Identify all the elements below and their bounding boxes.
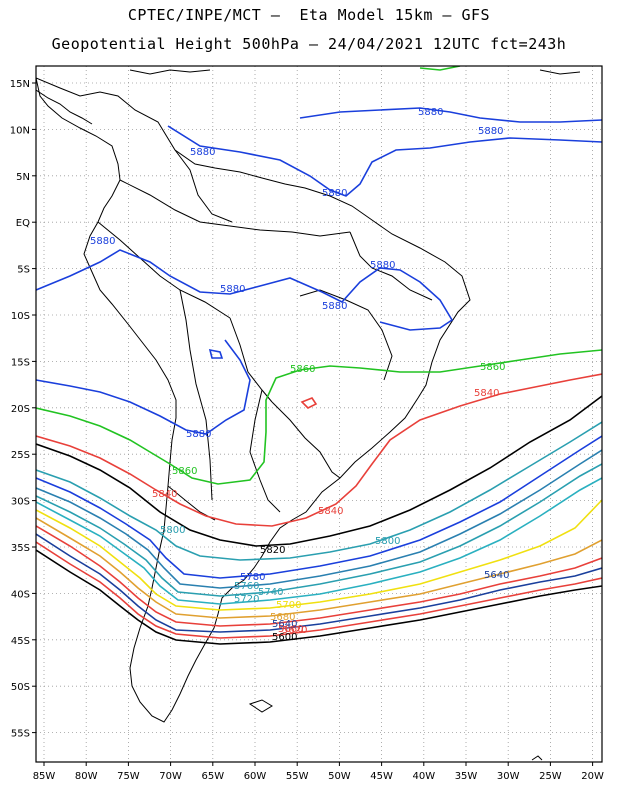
lon-label: 35W xyxy=(455,771,478,782)
lat-label: 55S xyxy=(11,729,30,740)
contour-label: 5880 xyxy=(322,301,347,312)
contour-label: 5880 xyxy=(478,126,503,137)
lon-label: 70W xyxy=(159,771,182,782)
contour-5620 xyxy=(36,541,602,639)
contour-5820 xyxy=(36,395,602,547)
contour-5600 xyxy=(36,549,602,645)
lat-label: 10N xyxy=(10,125,30,136)
contour-label: 5620 xyxy=(282,625,307,636)
contour-5840 xyxy=(36,373,602,527)
latitude-labels: 15N 10N 5N EQ 5S 10S 15S 20S 25S 30S 35S 40S 45S 50S 5… xyxy=(10,79,36,740)
contour-5760 xyxy=(36,449,602,589)
lon-label: 50W xyxy=(328,771,351,782)
lat-label: 20S xyxy=(11,404,30,415)
contour-label: 5860 xyxy=(172,466,197,477)
lat-label: 35S xyxy=(11,543,30,554)
contour-5860 xyxy=(36,349,602,485)
contour-label: 5840 xyxy=(152,489,177,500)
contour-5880-closed xyxy=(208,348,224,359)
contour-label: 5860 xyxy=(290,364,315,375)
contour-label: 5880 xyxy=(220,284,245,295)
contour-label: 5780 xyxy=(240,572,265,583)
lat-label: 25S xyxy=(11,450,30,461)
lat-label: 30S xyxy=(11,497,30,508)
lat-label: 10S xyxy=(11,311,30,322)
contour-label: 5880 xyxy=(370,260,395,271)
lat-label: 5N xyxy=(16,172,30,183)
contour-label: 5880 xyxy=(90,236,115,247)
contour-5640 xyxy=(36,533,602,633)
contour-label: 5820 xyxy=(260,545,285,556)
chart-title-line2: Geopotential Height 500hPa – 24/04/2021 … xyxy=(51,35,567,53)
lat-label: EQ xyxy=(16,218,30,229)
contour-label: 5840 xyxy=(318,506,343,517)
contour-5680 xyxy=(36,517,602,619)
lon-label: 25W xyxy=(539,771,562,782)
contour-label: 5660 xyxy=(278,624,303,635)
lat-label: 50S xyxy=(11,682,30,693)
contour-5740 xyxy=(36,463,602,597)
lat-label: 15S xyxy=(11,357,30,368)
contour-5880-west xyxy=(36,339,251,435)
contour-label: 5640 xyxy=(272,619,297,630)
contour-5860-top xyxy=(419,66,461,71)
lon-label: 30W xyxy=(497,771,520,782)
contour-label: 5880 xyxy=(186,429,211,440)
contour-5660 xyxy=(36,525,602,627)
lat-lon-grid xyxy=(36,66,602,762)
lat-label: 5S xyxy=(17,265,30,276)
contour-label: 5700 xyxy=(276,600,301,611)
lon-label: 55W xyxy=(286,771,309,782)
contour-5880-north xyxy=(299,107,602,123)
coastline-and-borders xyxy=(36,69,581,761)
contour-5800 xyxy=(36,421,602,561)
lon-label: 60W xyxy=(244,771,267,782)
chart-title-line1: CPTEC/INPE/MCT – Eta Model 15km – GFS xyxy=(127,6,491,24)
map-frame xyxy=(35,65,603,763)
lat-label: 40S xyxy=(11,589,30,600)
lon-label: 75W xyxy=(117,771,140,782)
contour-label: 5800 xyxy=(375,536,400,547)
lat-label: 45S xyxy=(11,636,30,647)
contour-label: 5880 xyxy=(322,188,347,199)
contour-label: 5840 xyxy=(474,388,499,399)
lon-label: 65W xyxy=(201,771,224,782)
lat-label: 15N xyxy=(10,79,30,90)
contour-lines xyxy=(36,66,602,645)
contour-5880-north2 xyxy=(167,125,602,197)
contour-label: 5860 xyxy=(480,362,505,373)
contour-5840-small xyxy=(300,397,318,409)
lon-label: 85W xyxy=(33,771,56,782)
longitude-labels: 85W 80W 75W 70W 65W 60W 55W 50W 45W 40W 35W 30W 25W 2… xyxy=(33,762,604,782)
lon-label: 20W xyxy=(581,771,604,782)
lon-label: 45W xyxy=(370,771,393,782)
contour-label: 5740 xyxy=(258,587,283,598)
contour-labels: 5880 5880 5880 5880 5880 5880 5880 5880 … xyxy=(90,107,509,643)
contour-5700 xyxy=(36,499,602,611)
contour-label: 5640 xyxy=(484,570,509,581)
lon-label: 80W xyxy=(75,771,98,782)
contour-5880-amazon xyxy=(36,249,454,331)
lon-label: 40W xyxy=(412,771,435,782)
contour-label: 5880 xyxy=(190,147,215,158)
contour-5720 xyxy=(36,477,602,605)
contour-5780 xyxy=(36,435,602,579)
contour-label: 5720 xyxy=(234,594,259,605)
contour-label: 5600 xyxy=(272,632,297,643)
contour-label: 5760 xyxy=(234,581,259,592)
contour-label: 5880 xyxy=(418,107,443,118)
contour-label: 5680 xyxy=(270,612,295,623)
contour-label: 5800 xyxy=(160,525,185,536)
